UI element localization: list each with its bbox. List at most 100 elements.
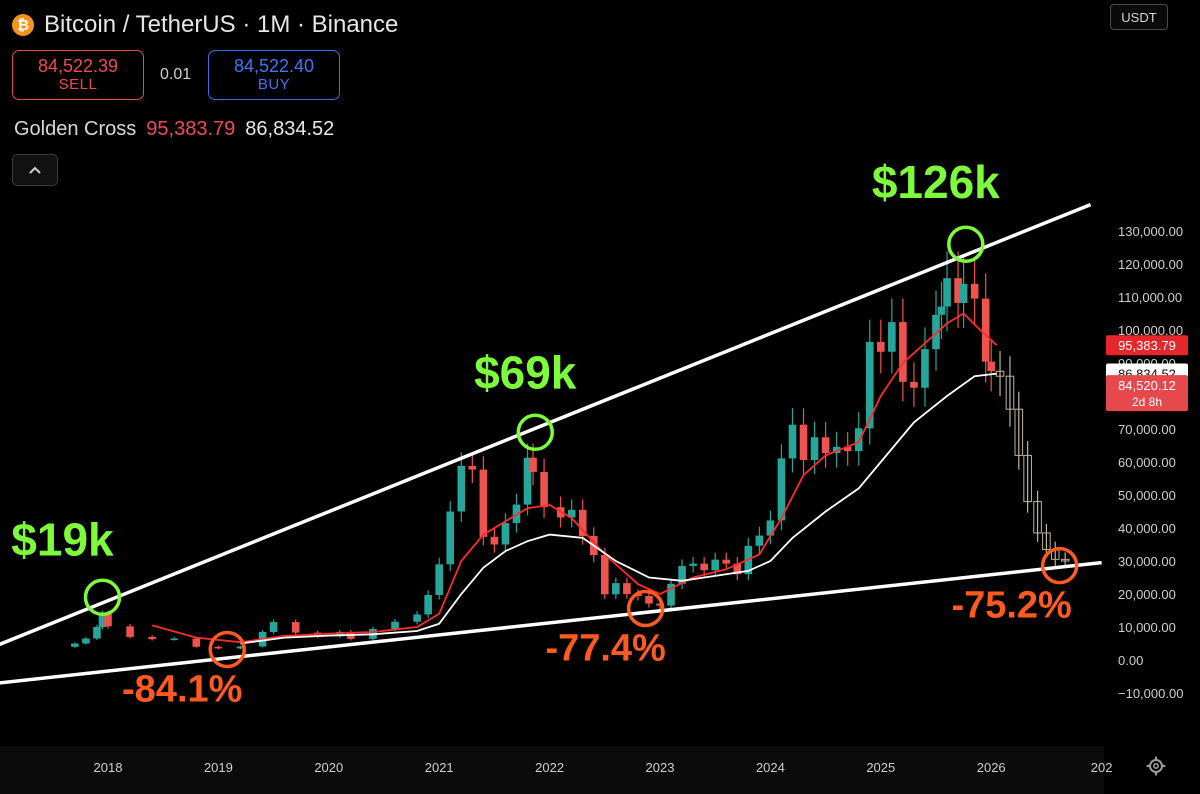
candle-body bbox=[937, 306, 946, 315]
y-tick-label: 130,000.00 bbox=[1118, 224, 1183, 239]
candle-body bbox=[722, 559, 731, 564]
x-tick-label: 2019 bbox=[204, 760, 233, 775]
candle-body bbox=[910, 381, 918, 388]
candle-body bbox=[645, 595, 653, 604]
y-tick-label: 100,000.00 bbox=[1118, 323, 1183, 338]
candle-body bbox=[921, 349, 929, 388]
candle-body bbox=[104, 613, 112, 627]
x-tick-label: 2020 bbox=[314, 760, 343, 775]
ma-fast-price-tag-bg bbox=[1106, 335, 1188, 356]
x-tick-label: 2025 bbox=[866, 760, 895, 775]
candle-body bbox=[843, 446, 852, 452]
time-axis-bg bbox=[0, 746, 1104, 794]
indicator-value-slow: 86,834.52 bbox=[245, 118, 335, 140]
candle-body bbox=[236, 646, 245, 649]
candle-body bbox=[1014, 408, 1024, 456]
buy-button[interactable]: 84,522.40 BUY bbox=[208, 50, 340, 100]
candle-body bbox=[656, 603, 664, 606]
candle-body bbox=[799, 424, 808, 461]
y-tick-label: 110,000.00 bbox=[1118, 290, 1182, 305]
candle-body bbox=[981, 298, 990, 362]
candle-body bbox=[479, 469, 488, 537]
candle-body bbox=[959, 283, 968, 303]
peak-label: $19k bbox=[11, 513, 114, 565]
candle-body bbox=[678, 565, 686, 584]
candle-body bbox=[148, 636, 156, 640]
last-price-tag: 84,520.12 bbox=[1118, 378, 1176, 393]
y-tick-label: 10,000.00 bbox=[1118, 620, 1176, 635]
candle-body bbox=[601, 555, 609, 595]
candle-body bbox=[501, 523, 510, 545]
candle-body bbox=[1023, 454, 1032, 503]
candle-body bbox=[435, 564, 443, 595]
peak-label: $126k bbox=[872, 156, 1000, 208]
candle-body bbox=[766, 520, 775, 536]
candle-body bbox=[832, 446, 841, 454]
candle-body bbox=[529, 457, 537, 472]
buy-price: 84,522.40 bbox=[233, 56, 315, 76]
candle-body bbox=[1005, 375, 1015, 410]
symbol-title[interactable]: Bitcoin / TetherUS · 1M · Binance bbox=[44, 11, 399, 38]
trough-label: -77.4% bbox=[545, 628, 665, 670]
trough-marker bbox=[208, 630, 246, 669]
buy-label: BUY bbox=[257, 76, 291, 93]
candle-body bbox=[667, 583, 675, 606]
support-trendline bbox=[0, 560, 1102, 685]
candle-body bbox=[689, 563, 697, 566]
candle-body bbox=[854, 428, 863, 452]
candle-body bbox=[424, 594, 432, 615]
candle-body bbox=[1060, 558, 1070, 562]
sell-button[interactable]: 84,522.39 SELL bbox=[12, 50, 144, 100]
collapse-legend-button[interactable] bbox=[12, 154, 58, 186]
candle-body bbox=[755, 535, 764, 546]
candle-body bbox=[865, 341, 874, 429]
candle-body bbox=[899, 322, 907, 382]
candle-body bbox=[932, 314, 940, 350]
indicator-legend[interactable]: Golden Cross 95,383.79 86,834.52 bbox=[14, 118, 334, 141]
y-tick-label: 50,000.00 bbox=[1118, 488, 1176, 503]
ma-slow-line bbox=[240, 372, 997, 645]
candle-body bbox=[71, 643, 79, 647]
x-tick-label: 2021 bbox=[425, 760, 454, 775]
candle-body bbox=[954, 278, 962, 303]
candle-body bbox=[457, 465, 466, 512]
resistance-trendline bbox=[0, 202, 1092, 647]
candle-body bbox=[291, 622, 300, 633]
x-tick-label: 2018 bbox=[94, 760, 123, 775]
candle-body bbox=[126, 626, 134, 637]
x-tick-label: 2024 bbox=[756, 760, 785, 775]
peak-marker bbox=[83, 578, 122, 617]
candle-body bbox=[578, 509, 587, 536]
candle-body bbox=[446, 511, 455, 565]
candle-body bbox=[700, 563, 708, 571]
candle-body bbox=[1033, 501, 1042, 534]
candle-body bbox=[523, 457, 532, 505]
peak-marker bbox=[516, 413, 554, 452]
candle-body bbox=[821, 437, 830, 454]
bitcoin-icon: ₿ bbox=[12, 14, 34, 36]
candle-body bbox=[540, 471, 548, 508]
peak-marker bbox=[947, 225, 985, 263]
currency-selector[interactable]: USDT bbox=[1110, 4, 1168, 30]
trough-marker bbox=[1040, 546, 1079, 585]
y-tick-label: 0.00 bbox=[1118, 653, 1143, 668]
peak-label: $69k bbox=[474, 346, 577, 398]
candle-body bbox=[1042, 532, 1051, 550]
candle-countdown: 2d 8h bbox=[1132, 395, 1162, 409]
y-tick-label: 40,000.00 bbox=[1118, 521, 1176, 536]
ma-fast-price-tag: 95,383.79 bbox=[1118, 338, 1176, 353]
ma-fast-line bbox=[151, 312, 998, 644]
candle-body bbox=[490, 536, 499, 545]
candle-body bbox=[623, 583, 631, 594]
candle-body bbox=[567, 509, 576, 518]
chart-header: ₿ Bitcoin / TetherUS · 1M · Binance bbox=[12, 10, 398, 40]
gear-icon[interactable] bbox=[1146, 756, 1166, 776]
candle-body bbox=[468, 465, 477, 470]
candle-body bbox=[877, 341, 885, 352]
indicator-name: Golden Cross bbox=[14, 118, 137, 140]
candle-body bbox=[170, 638, 179, 641]
candle-body bbox=[269, 622, 278, 632]
candle-body bbox=[777, 458, 786, 521]
x-tick-label: 202 bbox=[1091, 760, 1113, 775]
